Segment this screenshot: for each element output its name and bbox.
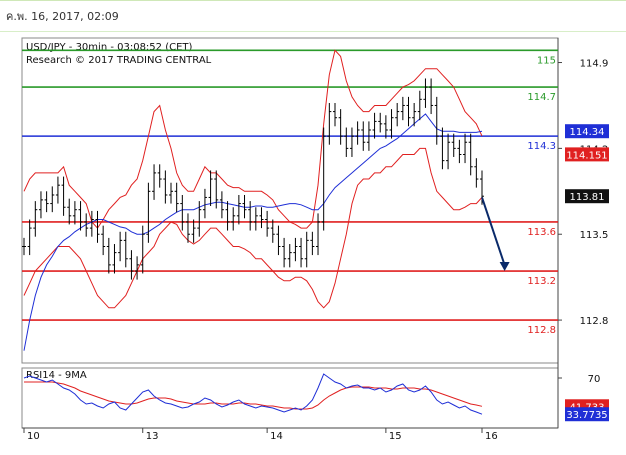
level-label: 114.3 bbox=[527, 141, 556, 152]
level-label: 115 bbox=[537, 55, 556, 66]
bollinger-upper-line bbox=[23, 49, 483, 229]
date-bar: ค.พ. 16, 2017, 02:09 bbox=[0, 0, 626, 32]
rsi-ma-line bbox=[24, 381, 483, 410]
rsi-panel: 70 bbox=[23, 373, 601, 415]
rsi-line bbox=[23, 373, 483, 415]
level-lines: 115 114.7 114.3 113.6 113.2 112.8 bbox=[22, 49, 558, 336]
forecast-arrow-shaft bbox=[481, 197, 506, 266]
rsi-title: RSI14 - 9MA bbox=[26, 370, 87, 381]
chart-title: USD/JPY - 30min - 03:08:52 (CET) bbox=[26, 42, 193, 53]
x-tick-label: 15 bbox=[389, 431, 402, 442]
price-tag: 114.34 bbox=[570, 127, 605, 138]
chart-subtitle: Research © 2017 TRADING CENTRAL bbox=[26, 55, 212, 66]
last-price-tag-bg bbox=[565, 189, 609, 204]
bollinger-bands bbox=[23, 49, 483, 351]
price-tag-bg bbox=[565, 147, 609, 162]
timestamp: ค.พ. 16, 2017, 02:09 bbox=[6, 10, 119, 23]
rsi-plot-frame bbox=[21, 367, 559, 429]
bollinger-lower-line bbox=[23, 147, 483, 309]
x-tick-label: 16 bbox=[485, 431, 498, 442]
y-tick-label: 112.8 bbox=[580, 316, 609, 327]
x-tick-labels: 10 13 14 15 16 bbox=[23, 428, 498, 442]
x-tick-label: 13 bbox=[146, 431, 159, 442]
level-label: 112.8 bbox=[527, 325, 556, 336]
price-tag: 114.151 bbox=[566, 150, 607, 161]
x-tick-label: 14 bbox=[270, 431, 283, 442]
main-plot-frame bbox=[21, 37, 559, 364]
level-label: 113.6 bbox=[527, 227, 556, 238]
moving-average-line bbox=[23, 113, 483, 351]
rsi-tag: 33.7735 bbox=[566, 410, 607, 421]
forecast-arrow bbox=[481, 197, 510, 272]
x-tick-label: 10 bbox=[27, 431, 40, 442]
level-label: 114.7 bbox=[527, 92, 556, 103]
rsi-y-tick-label: 70 bbox=[588, 374, 601, 385]
y-tick-label: 114.9 bbox=[580, 59, 609, 70]
last-price-tag: 113.81 bbox=[570, 192, 605, 203]
forecast-arrow-head bbox=[499, 262, 510, 272]
price-tag-bg bbox=[565, 124, 609, 139]
y-tick-label: 113.5 bbox=[580, 230, 609, 241]
rsi-tag-bg bbox=[565, 407, 609, 422]
level-label: 113.2 bbox=[527, 276, 556, 287]
price-bars bbox=[22, 78, 484, 280]
